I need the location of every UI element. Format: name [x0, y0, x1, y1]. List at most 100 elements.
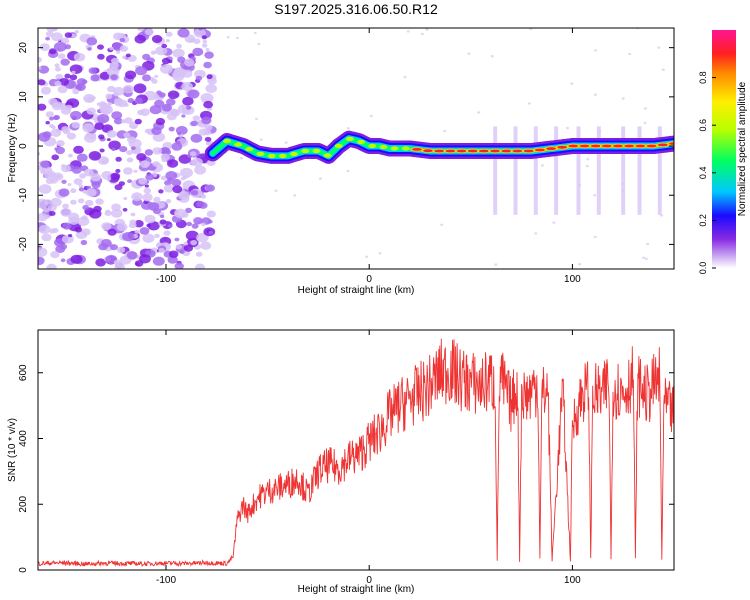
noise-blob	[48, 48, 57, 55]
noise-blob	[126, 157, 134, 163]
noise-blob	[204, 124, 213, 131]
noise-blob	[82, 123, 94, 133]
noise-blob	[73, 145, 84, 154]
noise-blob	[82, 205, 89, 210]
noise-blob	[206, 74, 213, 80]
noise-speck	[369, 114, 373, 118]
noise-blob	[200, 241, 212, 250]
noise-blob	[79, 173, 87, 179]
noise-blob	[39, 43, 50, 51]
spectrogram-noise	[38, 28, 665, 269]
noise-blob	[154, 233, 160, 238]
noise-blob	[126, 251, 138, 260]
noise-speck	[284, 141, 288, 144]
colorbar: 0.0 0.2 0.4 0.6 0.8 Normalized spectral ampl…	[698, 30, 748, 274]
spectral-streak	[657, 126, 662, 215]
noise-blob	[88, 67, 98, 74]
noise-speck	[593, 235, 597, 239]
noise-blob	[165, 39, 170, 43]
noise-blob	[161, 103, 172, 112]
noise-blob	[167, 90, 180, 99]
noise-blob	[38, 256, 45, 266]
noise-blob	[188, 38, 195, 43]
noise-blob	[45, 36, 50, 41]
noise-blob	[140, 108, 150, 116]
y-tick-label: 10	[18, 91, 29, 103]
noise-blob	[180, 167, 193, 178]
noise-blob	[38, 132, 51, 142]
noise-blob	[62, 222, 72, 230]
noise-blob	[181, 82, 193, 91]
noise-blob	[41, 166, 53, 175]
snr-series-line	[38, 338, 674, 568]
noise-blob	[138, 177, 148, 185]
noise-blob	[178, 191, 190, 201]
noise-blob	[179, 249, 185, 254]
noise-blob	[95, 198, 104, 205]
noise-blob	[73, 52, 86, 62]
noise-speck	[566, 126, 569, 130]
noise-speck	[406, 30, 410, 33]
noise-blob	[122, 232, 135, 242]
signal-hotspot	[334, 143, 343, 149]
noise-blob	[152, 147, 162, 155]
noise-blob	[160, 64, 173, 74]
noise-speck	[443, 129, 447, 133]
noise-speck	[642, 256, 646, 259]
noise-blob	[133, 169, 138, 173]
noise-blob	[175, 244, 182, 250]
noise-blob	[123, 84, 134, 94]
noise-blob	[86, 37, 98, 46]
signal-hotspot	[290, 151, 298, 157]
noise-blob	[198, 28, 203, 31]
noise-blob	[127, 136, 136, 144]
noise-speck	[657, 46, 661, 49]
noise-speck	[477, 111, 481, 114]
noise-blob	[159, 219, 167, 225]
signal-peak	[501, 149, 512, 153]
noise-blob	[66, 132, 76, 140]
noise-blob	[84, 133, 97, 143]
noise-blob	[167, 159, 179, 168]
noise-blob	[205, 48, 210, 52]
noise-blob	[60, 58, 70, 66]
noise-blob	[192, 115, 201, 121]
spectrogram-track	[204, 126, 674, 215]
noise-blob	[134, 118, 142, 125]
noise-blob	[167, 224, 173, 228]
noise-blob	[200, 93, 214, 103]
noise-blob	[184, 58, 195, 67]
noise-blob	[190, 133, 203, 143]
noise-speck	[259, 138, 263, 141]
signal-hotspot	[401, 146, 410, 151]
noise-blob	[194, 69, 206, 79]
noise-speck	[403, 75, 407, 79]
noise-speck	[586, 158, 590, 161]
noise-blob	[68, 234, 73, 238]
noise-blob	[99, 148, 105, 153]
noise-blob	[76, 153, 88, 162]
noise-blob	[113, 259, 122, 266]
snr-y-label: SNR (10 * v/v)	[7, 418, 18, 482]
noise-blob	[190, 240, 198, 246]
noise-blob	[159, 214, 165, 219]
x-tick-label: -100	[156, 274, 176, 285]
noise-blob	[172, 72, 185, 82]
noise-blob	[142, 233, 155, 243]
noise-blob	[109, 46, 114, 51]
noise-blob	[140, 160, 150, 168]
noise-blob	[45, 121, 50, 125]
noise-blob	[119, 146, 128, 153]
spectral-streak	[621, 126, 626, 215]
noise-blob	[185, 230, 199, 241]
noise-blob	[105, 93, 113, 100]
signal-peak	[512, 149, 523, 153]
noise-blob	[151, 35, 163, 43]
noise-blob	[111, 203, 121, 212]
noise-blob	[83, 93, 95, 103]
colorbar-ticks: 0.0 0.2 0.4 0.6 0.8	[698, 71, 716, 274]
noise-speck	[594, 49, 598, 52]
noise-blob	[101, 158, 109, 164]
noise-speck	[552, 221, 556, 224]
